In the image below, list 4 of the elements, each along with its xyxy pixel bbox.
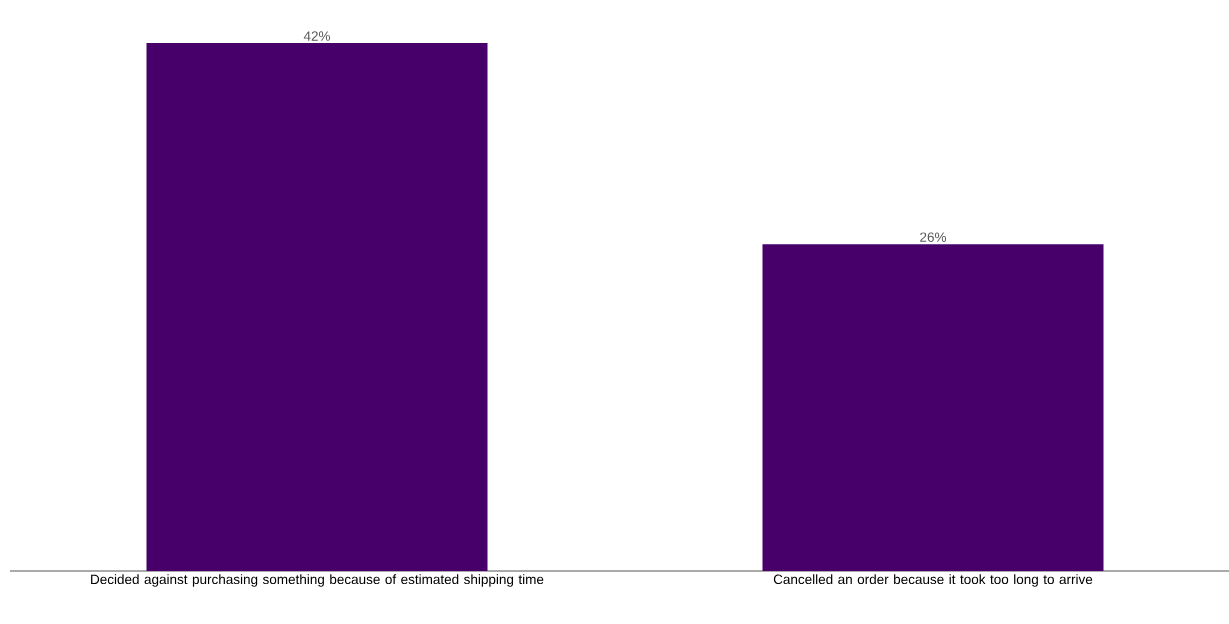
data-label: 26% [920,232,947,242]
x-tick-label: Cancelled an order because it took too long to arrive [773,574,1093,587]
x-tick-label: Decided against purchasing something because of estimated shipping time [91,574,544,587]
data-label: 42% [303,31,331,41]
